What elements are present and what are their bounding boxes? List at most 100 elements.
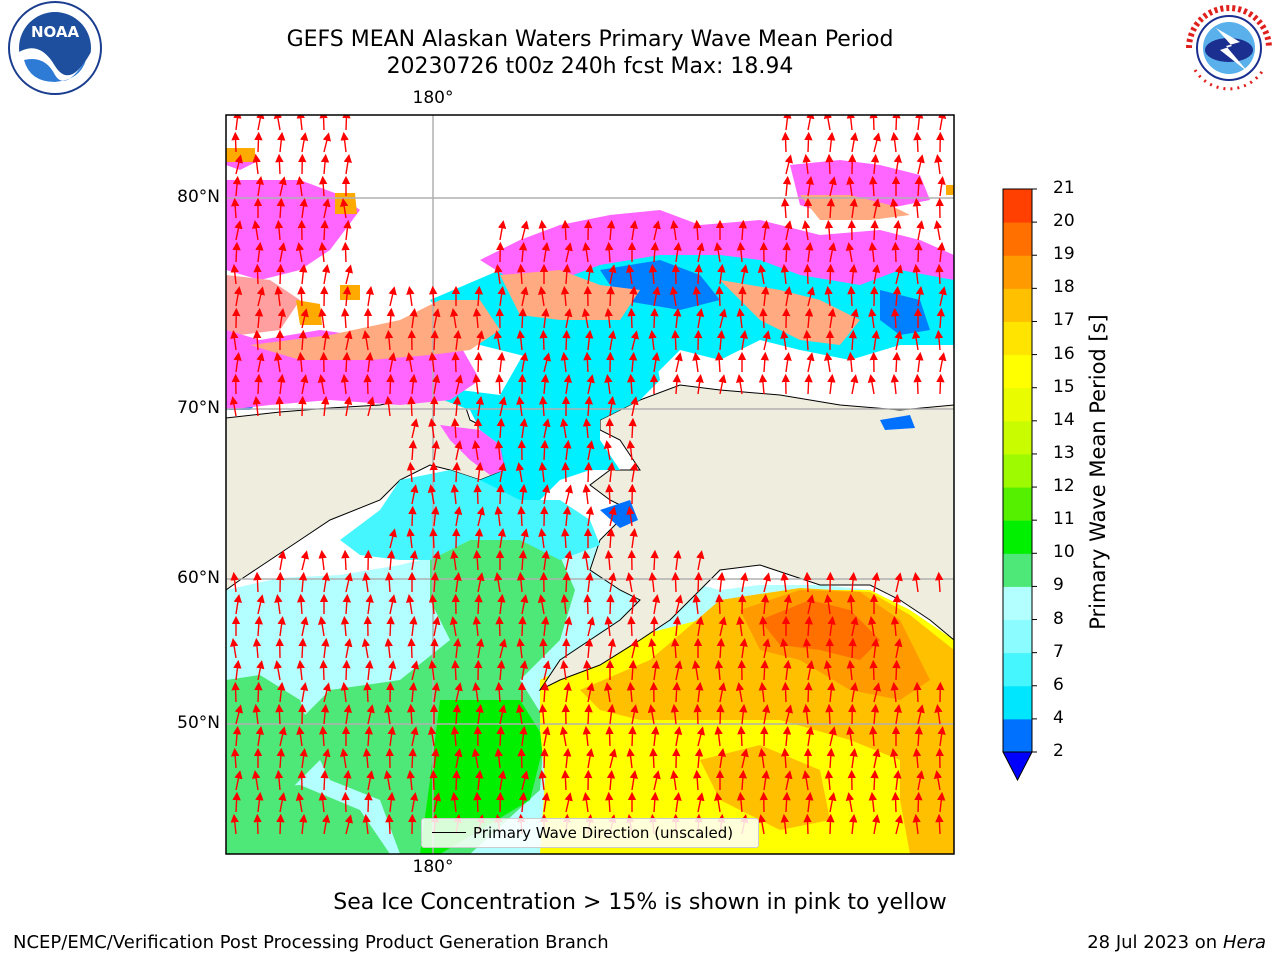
wave-direction-arrow (868, 616, 877, 637)
date-stamp: 28 Jul 2023 on Hera (1087, 932, 1266, 953)
wave-direction-arrow (780, 813, 789, 835)
wave-direction-arrow (846, 176, 855, 197)
wave-direction-arrow (273, 115, 283, 131)
wave-direction-arrow (540, 747, 549, 769)
colorbar-segment (1003, 189, 1032, 223)
wave-direction-arrow (432, 550, 441, 571)
wave-direction-arrow (364, 725, 374, 747)
wave-direction-arrow (342, 659, 351, 681)
wave-direction-arrow (581, 308, 591, 329)
wave-direction-arrow (740, 264, 749, 285)
wave-direction-arrow (718, 308, 727, 329)
wave-direction-arrow (252, 395, 261, 417)
wave-direction-arrow (296, 593, 306, 615)
wave-direction-arrow (912, 330, 921, 351)
wave-direction-arrow (628, 351, 638, 373)
wave-direction-arrow (870, 769, 879, 791)
wave-direction-arrow (714, 659, 724, 681)
wave-direction-arrow (694, 747, 704, 769)
wave-direction-arrow (780, 197, 790, 219)
wave-direction-arrow (608, 572, 617, 593)
wave-direction-arrow (340, 748, 349, 769)
wave-direction-arrow (384, 571, 394, 593)
wave-direction-arrow (894, 572, 903, 593)
wave-direction-arrow (450, 308, 459, 329)
wave-direction-arrow (582, 242, 591, 263)
wave-direction-arrow (782, 725, 792, 747)
wave-direction-arrow (740, 748, 749, 769)
wave-direction-arrow (934, 154, 943, 175)
wave-direction-arrow (494, 264, 503, 285)
wave-direction-arrow (692, 285, 701, 307)
wave-direction-arrow (914, 725, 924, 747)
wave-direction-arrow (915, 351, 924, 373)
colorbar-tick-label: 14 (1053, 409, 1075, 430)
colorbar-segment (1003, 652, 1032, 687)
wave-direction-arrow (564, 308, 573, 329)
wave-direction-arrow (385, 813, 394, 835)
wave-direction-arrow (934, 571, 944, 593)
wave-direction-arrow (607, 461, 616, 483)
colorbar-tick-label: 18 (1053, 277, 1075, 298)
wave-direction-arrow (473, 483, 482, 505)
wave-direction-arrow (626, 439, 635, 461)
wave-direction-arrow (561, 769, 570, 791)
wave-direction-arrow (846, 659, 855, 681)
wave-direction-arrow (230, 197, 240, 219)
wave-direction-arrow (828, 176, 837, 197)
wave-direction-arrow (584, 461, 593, 483)
wave-direction-arrow (410, 484, 419, 505)
wave-direction-arrow (626, 506, 635, 527)
wave-direction-arrow (344, 814, 353, 835)
wave-direction-arrow (761, 704, 771, 725)
wave-direction-arrow (406, 594, 415, 615)
wave-direction-arrow (803, 263, 812, 285)
wave-direction-arrow (757, 814, 767, 835)
wave-direction-arrow (363, 681, 372, 703)
wave-direction-arrow (541, 792, 550, 813)
wave-direction-arrow (693, 703, 702, 725)
wave-direction-arrow (387, 791, 396, 813)
wave-direction-arrow (428, 418, 437, 439)
wave-direction-arrow (560, 285, 570, 307)
wave-direction-arrow (494, 505, 503, 527)
wave-direction-arrow (340, 198, 349, 219)
wave-direction-arrow (300, 550, 309, 571)
wave-direction-arrow (783, 115, 792, 131)
noaa-logo-text: NOAA (31, 23, 80, 41)
wave-direction-arrow (694, 571, 703, 593)
wave-direction-arrow (233, 659, 242, 681)
wave-direction-arrow (409, 615, 418, 637)
wave-direction-arrow (629, 528, 638, 549)
wave-direction-arrow (232, 725, 242, 747)
wave-direction-arrow (738, 285, 747, 307)
wave-direction-arrow (806, 660, 815, 681)
wave-direction-arrow (406, 527, 415, 549)
wave-direction-arrow (561, 461, 570, 483)
wave-direction-arrow (760, 351, 770, 373)
wave-direction-arrow (409, 308, 418, 329)
wave-direction-arrow (891, 791, 900, 813)
wave-direction-arrow (825, 153, 834, 175)
wave-direction-arrow (406, 461, 416, 483)
wave-direction-arrow (344, 572, 353, 593)
wave-direction-arrow (868, 241, 877, 263)
wave-direction-arrow (299, 682, 309, 703)
wave-direction-arrow (758, 373, 768, 395)
wave-direction-arrow (342, 115, 351, 131)
wave-direction-arrow (296, 659, 305, 681)
wave-direction-arrow (454, 374, 463, 395)
wave-direction-arrow (717, 263, 726, 285)
wave-direction-arrow (256, 286, 265, 307)
wave-direction-arrow (803, 571, 812, 593)
wave-direction-arrow (849, 132, 859, 153)
wave-direction-arrow (757, 264, 767, 285)
wave-direction-arrow (539, 329, 548, 351)
wave-direction-arrow (802, 153, 811, 175)
wave-direction-arrow (344, 264, 353, 285)
wave-direction-arrow (848, 571, 858, 593)
wave-direction-arrow (893, 769, 902, 791)
wave-direction-arrow (628, 659, 638, 681)
wave-direction-arrow (758, 615, 768, 637)
wave-direction-arrow (827, 681, 836, 703)
